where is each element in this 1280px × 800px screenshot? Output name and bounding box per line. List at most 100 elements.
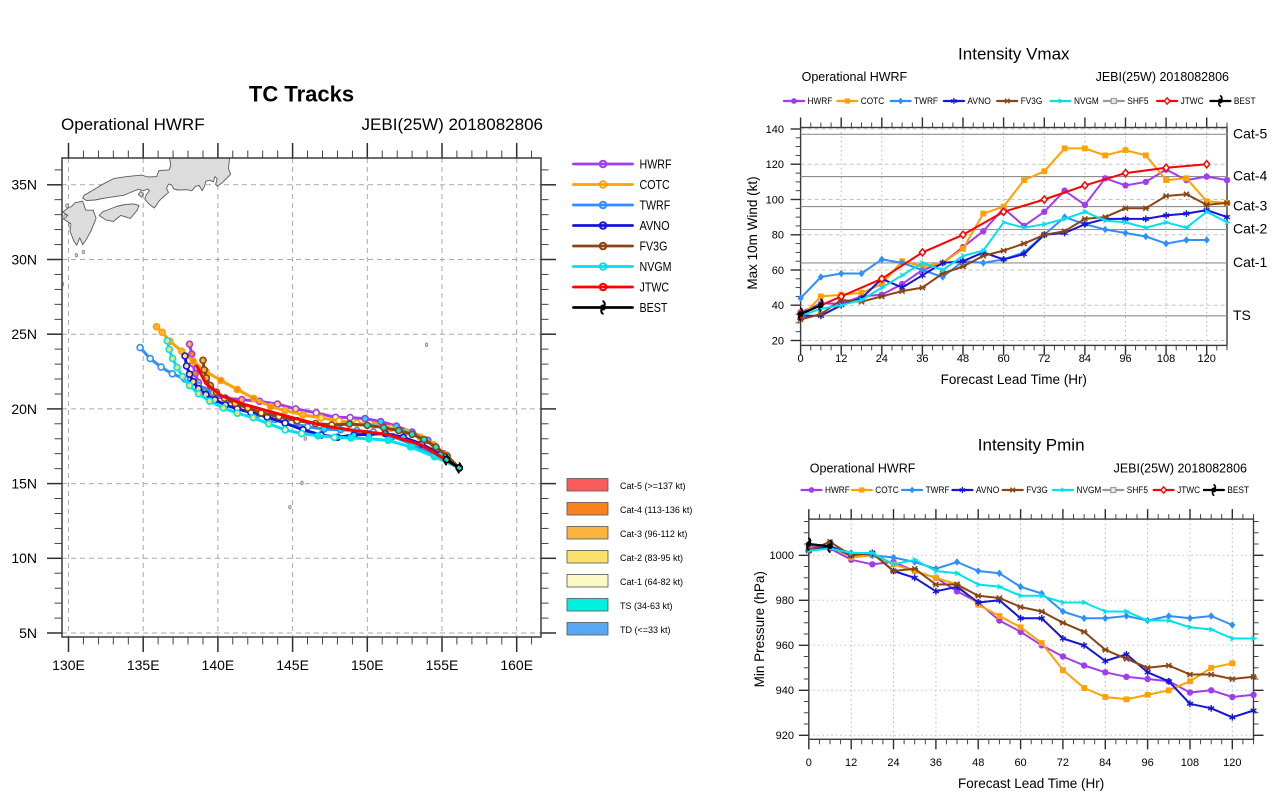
- svg-text:24: 24: [887, 757, 899, 769]
- svg-text:BEST: BEST: [1227, 485, 1249, 496]
- svg-text:100: 100: [766, 194, 784, 206]
- svg-text:145E: 145E: [276, 657, 309, 673]
- svg-text:160E: 160E: [500, 657, 533, 673]
- svg-text:96: 96: [1119, 353, 1131, 365]
- svg-text:80: 80: [772, 230, 784, 242]
- svg-text:NVGM: NVGM: [1077, 485, 1102, 496]
- svg-text:30N: 30N: [11, 251, 37, 267]
- svg-text:25N: 25N: [11, 326, 37, 342]
- svg-text:60: 60: [998, 353, 1010, 365]
- svg-text:1000: 1000: [770, 550, 794, 562]
- svg-text:84: 84: [1079, 353, 1091, 365]
- svg-text:40: 40: [772, 300, 784, 312]
- svg-text:Cat-4: Cat-4: [1233, 168, 1267, 184]
- svg-text:Operational HWRF: Operational HWRF: [810, 462, 916, 476]
- svg-text:Forecast Lead Time (Hr): Forecast Lead Time (Hr): [941, 372, 1087, 387]
- svg-text:BEST: BEST: [1234, 96, 1256, 107]
- svg-text:140: 140: [766, 124, 784, 136]
- svg-text:980: 980: [776, 595, 794, 607]
- svg-text:36: 36: [930, 757, 942, 769]
- svg-text:72: 72: [1057, 757, 1069, 769]
- svg-text:Intensity Pmin: Intensity Pmin: [978, 436, 1085, 455]
- svg-text:NVGM: NVGM: [1074, 96, 1099, 107]
- svg-text:155E: 155E: [426, 657, 459, 673]
- svg-text:COTC: COTC: [875, 485, 899, 496]
- svg-text:HWRF: HWRF: [808, 96, 833, 107]
- svg-text:SHF5: SHF5: [1127, 485, 1148, 496]
- svg-text:Cat-3 (96-112 kt): Cat-3 (96-112 kt): [620, 529, 687, 539]
- svg-text:140E: 140E: [202, 657, 235, 673]
- svg-text:Max 10m Wind (kt): Max 10m Wind (kt): [745, 176, 760, 289]
- svg-text:35N: 35N: [11, 177, 37, 193]
- svg-text:48: 48: [972, 757, 984, 769]
- svg-text:Forecast Lead Time (Hr): Forecast Lead Time (Hr): [958, 776, 1104, 791]
- svg-text:135E: 135E: [127, 657, 160, 673]
- svg-text:Cat-1 (64-82 kt): Cat-1 (64-82 kt): [620, 577, 683, 587]
- svg-text:60: 60: [1014, 757, 1026, 769]
- svg-text:TD (<=33 kt): TD (<=33 kt): [620, 625, 671, 635]
- svg-text:108: 108: [1181, 757, 1199, 769]
- svg-text:JEBI(25W) 2018082806: JEBI(25W) 2018082806: [1096, 70, 1229, 84]
- svg-text:36: 36: [916, 353, 928, 365]
- svg-text:JEBI(25W) 2018082806: JEBI(25W) 2018082806: [1114, 462, 1247, 476]
- svg-text:Cat-5: Cat-5: [1233, 125, 1267, 141]
- svg-text:TC Tracks: TC Tracks: [249, 82, 354, 107]
- svg-text:JEBI(25W) 2018082806: JEBI(25W) 2018082806: [362, 115, 543, 134]
- svg-text:Operational HWRF: Operational HWRF: [61, 115, 205, 134]
- svg-text:TS: TS: [1233, 307, 1251, 323]
- svg-text:15N: 15N: [11, 476, 37, 492]
- svg-text:20: 20: [772, 335, 784, 347]
- svg-text:JTWC: JTWC: [1177, 485, 1200, 496]
- svg-text:Cat-4 (113-136 kt): Cat-4 (113-136 kt): [620, 505, 692, 515]
- svg-text:48: 48: [957, 353, 969, 365]
- svg-text:COTC: COTC: [640, 177, 670, 192]
- svg-text:Min Pressure (hPa): Min Pressure (hPa): [752, 571, 767, 687]
- svg-text:72: 72: [1038, 353, 1050, 365]
- svg-text:JTWC: JTWC: [1181, 96, 1204, 107]
- svg-text:TWRF: TWRF: [914, 96, 938, 107]
- svg-text:150E: 150E: [351, 657, 384, 673]
- svg-text:TS (34-63 kt): TS (34-63 kt): [620, 601, 673, 611]
- svg-text:AVNO: AVNO: [976, 485, 999, 496]
- svg-text:TWRF: TWRF: [926, 485, 950, 496]
- svg-text:24: 24: [876, 353, 888, 365]
- svg-text:96: 96: [1141, 757, 1153, 769]
- svg-text:920: 920: [776, 730, 794, 742]
- svg-text:Cat-5 (>=137 kt): Cat-5 (>=137 kt): [620, 481, 686, 491]
- svg-text:AVNO: AVNO: [967, 96, 990, 107]
- svg-text:Cat-1: Cat-1: [1233, 254, 1267, 270]
- svg-text:FV3G: FV3G: [640, 239, 668, 254]
- svg-text:FV3G: FV3G: [1026, 485, 1048, 496]
- svg-text:20N: 20N: [11, 401, 37, 417]
- svg-text:0: 0: [806, 757, 812, 769]
- svg-text:84: 84: [1099, 757, 1111, 769]
- svg-text:COTC: COTC: [861, 96, 885, 107]
- svg-text:FV3G: FV3G: [1021, 96, 1043, 107]
- svg-text:130E: 130E: [52, 657, 85, 673]
- svg-text:12: 12: [845, 757, 857, 769]
- svg-text:10N: 10N: [11, 550, 37, 566]
- svg-text:SHF5: SHF5: [1127, 96, 1148, 107]
- svg-text:940: 940: [776, 685, 794, 697]
- svg-text:Cat-3: Cat-3: [1233, 198, 1267, 214]
- svg-text:5N: 5N: [19, 625, 37, 641]
- svg-text:108: 108: [1157, 353, 1175, 365]
- svg-text:Operational HWRF: Operational HWRF: [802, 70, 908, 84]
- svg-text:HWRF: HWRF: [640, 157, 672, 172]
- svg-text:120: 120: [1198, 353, 1216, 365]
- svg-text:Cat-2 (83-95 kt): Cat-2 (83-95 kt): [620, 553, 683, 563]
- svg-text:0: 0: [798, 353, 804, 365]
- svg-text:TWRF: TWRF: [640, 198, 671, 213]
- svg-text:Intensity Vmax: Intensity Vmax: [958, 45, 1070, 64]
- svg-text:Cat-2: Cat-2: [1233, 220, 1267, 236]
- svg-text:AVNO: AVNO: [640, 218, 670, 233]
- svg-text:960: 960: [776, 640, 794, 652]
- svg-text:HWRF: HWRF: [825, 485, 850, 496]
- svg-text:120: 120: [1223, 757, 1241, 769]
- svg-text:BEST: BEST: [640, 300, 668, 315]
- svg-text:JTWC: JTWC: [640, 280, 670, 295]
- svg-text:60: 60: [772, 265, 784, 277]
- svg-text:12: 12: [835, 353, 847, 365]
- svg-text:NVGM: NVGM: [640, 259, 672, 274]
- svg-text:120: 120: [766, 159, 784, 171]
